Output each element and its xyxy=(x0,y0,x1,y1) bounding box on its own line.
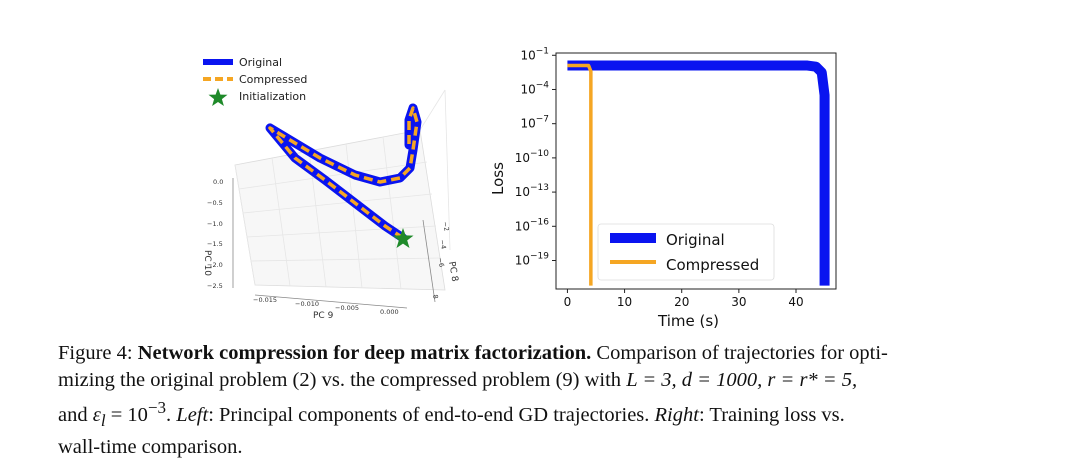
x-tick-label: 0 xyxy=(564,295,572,309)
caption-line-1-rest: Comparison of trajectories for opti- xyxy=(596,342,888,364)
y-ticks: 10−1 10−4 10−7 10−10 10−13 10−16 10−19 xyxy=(515,46,556,267)
x-tick: 0.000 xyxy=(380,308,399,316)
left-label: Left xyxy=(176,403,209,426)
z-tick: −2.5 xyxy=(207,282,223,290)
x-axis-label: PC 9 xyxy=(313,311,334,321)
epsilon-value: = 10 xyxy=(105,403,148,426)
x-tick-label: 40 xyxy=(788,295,803,309)
caption-line-4: wall-time comparison. xyxy=(58,435,243,458)
y-tick-label: 10−4 xyxy=(520,80,549,96)
left-3d-plot: 0.0 −0.5 −1.0 −1.5 −2.0 −2.5 PC 10 −0.01… xyxy=(195,50,465,325)
legend-compressed-swatch xyxy=(610,260,656,264)
caption-and: and xyxy=(58,403,88,426)
z-ticks: 0.0 −0.5 −1.0 −1.5 −2.0 −2.5 xyxy=(207,178,223,290)
y-tick: −4 xyxy=(438,239,448,250)
z-tick: 0.0 xyxy=(213,178,223,186)
left-legend: Original Compressed Initialization xyxy=(203,56,307,106)
x-tick-label: 30 xyxy=(731,295,746,309)
caption-period: . xyxy=(166,403,177,426)
legend-original-swatch xyxy=(203,59,233,65)
legend-initialization-star xyxy=(208,88,228,106)
figure-label: Figure 4: xyxy=(58,342,133,364)
right-label: Right xyxy=(654,403,699,426)
y-tick-label: 10−7 xyxy=(520,115,549,131)
legend-compressed-label: Compressed xyxy=(666,256,759,274)
compressed-trajectory xyxy=(268,106,419,240)
caption-left-desc: : Principal components of end-to-end GD … xyxy=(208,403,650,426)
series-line-original xyxy=(567,60,830,286)
z-tick: −1.5 xyxy=(207,240,223,248)
legend-initialization-label: Initialization xyxy=(239,90,306,103)
z-tick: −0.5 xyxy=(207,199,223,207)
epsilon-sub: l xyxy=(100,410,106,430)
figure-caption: Figure 4: Network compression for deep m… xyxy=(58,340,1018,461)
y-tick-label: 10−13 xyxy=(515,183,549,199)
loss-chart-svg: 10−1 10−4 10−7 10−10 10−13 10−16 10−19 0 10 20 30… xyxy=(489,46,837,330)
figure-title: Network compression for deep matrix fact… xyxy=(137,342,592,364)
initialization-star xyxy=(392,228,414,248)
y-tick-label: 10−1 xyxy=(520,46,549,62)
y-axis-label: PC 8 xyxy=(446,261,459,283)
z-tick: −2.0 xyxy=(207,261,223,269)
loss-chart: 10−1 10−4 10−7 10−10 10−13 10−16 10−19 0 10 20 30… xyxy=(480,40,860,335)
caption-line-1: Figure 4: Network compression for deep m… xyxy=(58,340,1018,367)
x-tick: −0.010 xyxy=(295,300,319,308)
legend-original-swatch xyxy=(610,233,656,243)
pane-grid xyxy=(234,89,451,291)
series-line-compressed xyxy=(567,63,593,286)
y-axis-label: Loss xyxy=(489,162,507,195)
series xyxy=(567,60,830,286)
y-tick: 8 xyxy=(431,294,440,299)
x-tick: −0.005 xyxy=(335,304,359,312)
legend-original-label: Original xyxy=(239,56,282,69)
caption-right-desc: : Training loss vs. xyxy=(698,403,845,426)
x-ticks: 0 10 20 30 40 xyxy=(564,289,804,309)
axes-lines xyxy=(232,178,436,309)
caption-line-2: mizing the original problem (2) vs. the … xyxy=(58,367,1018,394)
left-3d-plot-svg: 0.0 −0.5 −1.0 −1.5 −2.0 −2.5 PC 10 −0.01… xyxy=(202,56,459,321)
y-ticks: −2 −4 −6 8 xyxy=(431,221,451,299)
z-tick: −1.0 xyxy=(207,220,223,228)
y-tick-label: 10−16 xyxy=(515,217,550,233)
chart-legend: Original Compressed xyxy=(597,223,775,281)
caption-line-2-text: mizing the original problem (2) vs. the … xyxy=(58,369,622,391)
z-axis-label: PC 10 xyxy=(202,250,212,276)
epsilon-exp: −3 xyxy=(147,398,167,417)
epsilon-symbol: ε xyxy=(92,403,101,426)
caption-line-3: and εl = 10−3. Left: Principal component… xyxy=(58,394,1018,434)
y-tick-label: 10−19 xyxy=(515,251,550,267)
legend-compressed-label: Compressed xyxy=(239,73,307,86)
legend-original-label: Original xyxy=(666,231,725,249)
x-axis-label: Time (s) xyxy=(657,312,719,330)
y-tick: −2 xyxy=(441,221,451,232)
x-ticks: −0.015 −0.010 −0.005 0.000 xyxy=(253,296,399,316)
x-tick-label: 10 xyxy=(617,295,632,309)
x-tick: −0.015 xyxy=(253,296,277,304)
caption-params: L = 3, d = 1000, r = r* = 5, xyxy=(626,369,858,391)
x-tick-label: 20 xyxy=(674,295,689,309)
y-tick: −6 xyxy=(436,257,446,268)
y-tick-label: 10−10 xyxy=(515,149,550,165)
